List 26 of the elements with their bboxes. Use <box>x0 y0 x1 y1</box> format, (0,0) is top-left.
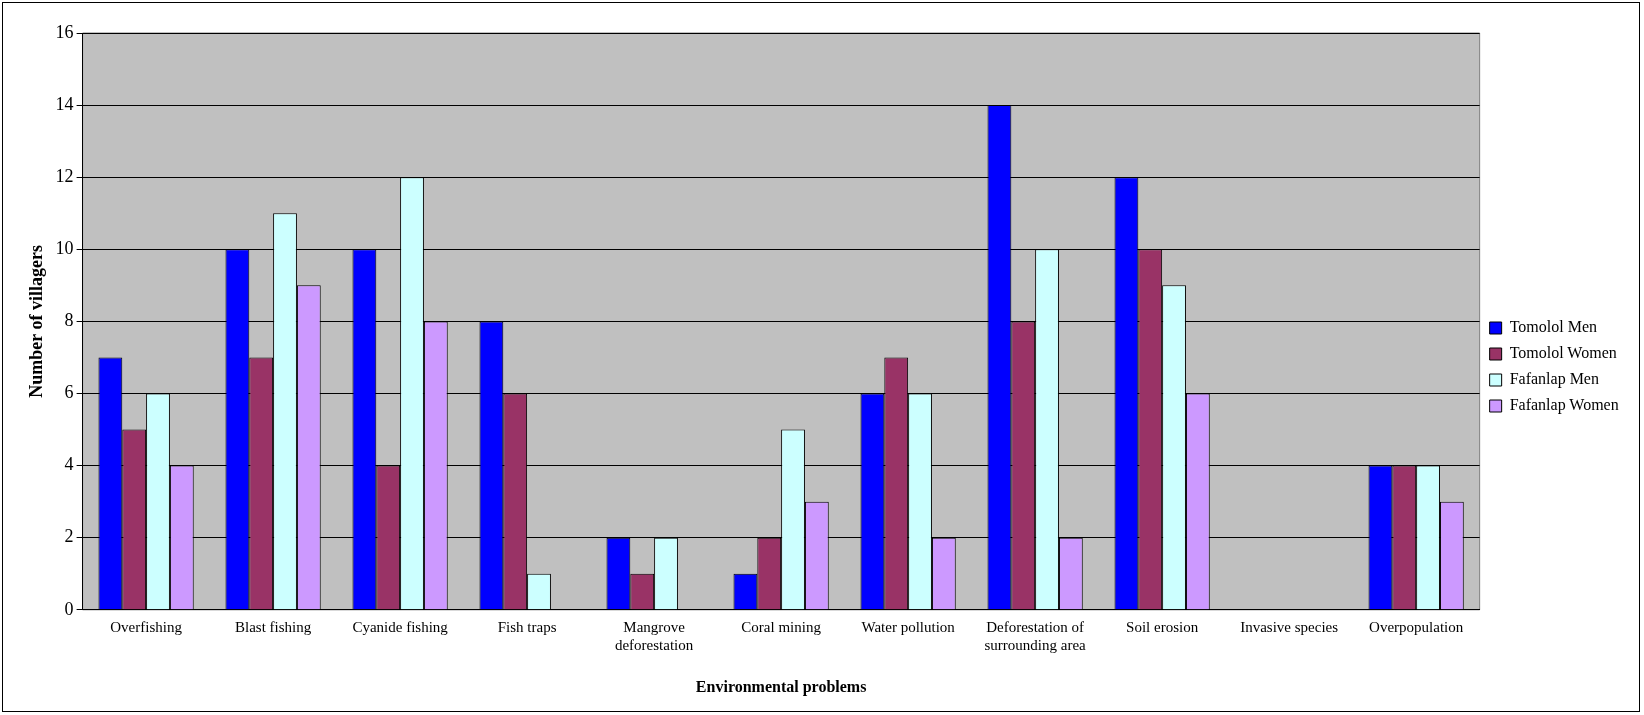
y-axis-title: Number of villagers <box>26 245 47 398</box>
x-tick-label: Invasive species <box>1240 618 1339 635</box>
legend-label: Fafanlap Women <box>1509 396 1619 415</box>
x-tick-label: Overfishing <box>110 618 183 635</box>
x-tick-label: Coral mining <box>741 618 822 635</box>
x-tick-label: Deforestation of surrounding area <box>984 618 1087 653</box>
legend-label: Tomolol Men <box>1509 318 1597 336</box>
x-tick-label: Overpopulation <box>1369 618 1464 635</box>
x-axis-title: Environmental problems <box>695 677 867 696</box>
y-tick-label: 10 <box>55 238 74 259</box>
x-tick-label: Mangrove deforestation <box>614 618 694 653</box>
y-tick-label: 4 <box>64 454 74 475</box>
y-tick-label: 14 <box>55 93 74 114</box>
y-tick-label: 6 <box>64 382 74 403</box>
y-tick-label: 0 <box>64 598 74 619</box>
y-tick-label: 12 <box>55 165 74 186</box>
y-tick-label: 2 <box>64 526 74 547</box>
x-tick-label: Water pollution <box>861 618 956 635</box>
y-tick-label: 8 <box>64 310 74 331</box>
legend-label: Tomolol Women <box>1509 344 1617 362</box>
legend-label: Fafanlap Men <box>1509 370 1599 389</box>
x-tick-label: Blast fishing <box>234 618 312 635</box>
x-tick-label: Cyanide fishing <box>352 618 449 635</box>
x-tick-label: Fish traps <box>497 618 557 635</box>
x-tick-label: Soil erosion <box>1126 618 1199 635</box>
y-tick-label: 16 <box>55 21 74 42</box>
